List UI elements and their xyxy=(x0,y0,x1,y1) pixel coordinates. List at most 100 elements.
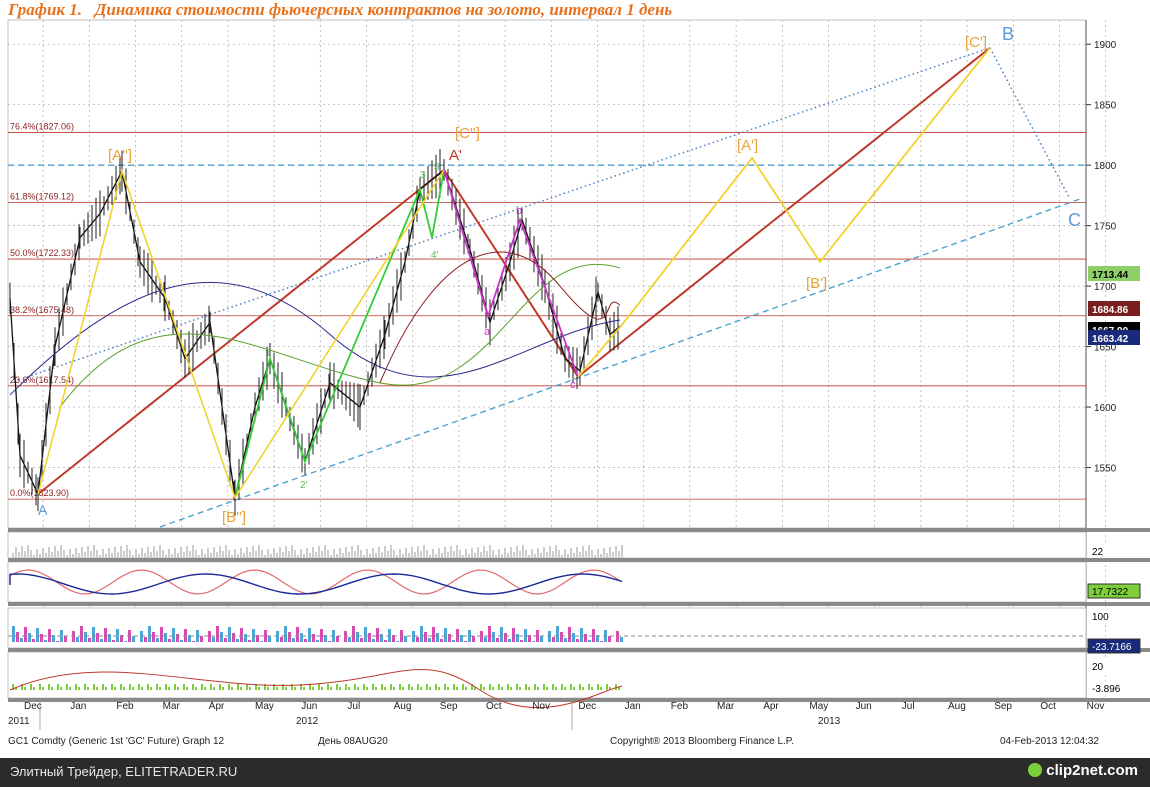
volume-bar xyxy=(525,550,527,558)
volume-bar xyxy=(168,549,170,558)
volume-bar xyxy=(162,550,164,558)
month-tick-label: Aug xyxy=(394,701,412,712)
oscillator3-bar xyxy=(174,684,176,690)
oscillator3-bar xyxy=(456,687,458,690)
oscillator2-bar xyxy=(484,637,487,642)
oscillator3-bar xyxy=(285,687,287,690)
oscillator3-bar xyxy=(24,687,26,690)
channel-lower-dashed xyxy=(159,198,1081,528)
indicator-tag-label: 22 xyxy=(1092,547,1104,558)
volume-bar xyxy=(249,552,251,558)
oscillator3-bar xyxy=(21,684,23,690)
oscillator3-bar xyxy=(402,687,404,690)
oscillator3-bar xyxy=(282,684,284,690)
volume-bar xyxy=(396,555,398,558)
volume-bar xyxy=(606,553,608,558)
oscillator3-bar xyxy=(33,687,35,690)
oscillator2-bar xyxy=(212,637,215,642)
wave-label: B xyxy=(1002,24,1014,44)
oscillator3-bar xyxy=(588,684,590,690)
volume-bar xyxy=(579,552,581,558)
indicator-tag: -23.7166 xyxy=(1087,638,1141,654)
volume-bar xyxy=(366,549,368,558)
volume-bar xyxy=(180,547,182,558)
volume-bar xyxy=(573,553,575,558)
oscillator3-bar xyxy=(249,687,251,690)
volume-bar xyxy=(201,549,203,558)
projection-path xyxy=(577,47,991,378)
oscillator3-bar xyxy=(165,684,167,690)
oscillator3-bar xyxy=(384,687,386,690)
oscillator2-bar xyxy=(304,639,307,642)
oscillator3-bar xyxy=(39,684,41,690)
price-tag-label: 1713.44 xyxy=(1092,270,1129,281)
volume-bar xyxy=(243,553,245,558)
volume-bar xyxy=(588,545,590,558)
oscillator3-bar xyxy=(321,687,323,690)
oscillator2-bar xyxy=(420,626,423,642)
oscillator2-bar xyxy=(396,641,399,642)
volume-bar xyxy=(210,553,212,558)
volume-bar xyxy=(426,550,428,558)
oscillator3-bar xyxy=(168,687,170,690)
oscillator3-bar xyxy=(42,687,44,690)
y-tick-label: 1900 xyxy=(1094,40,1117,51)
oscillator3-bar xyxy=(399,684,401,690)
volume-bar xyxy=(498,549,500,558)
volume-bar xyxy=(477,547,479,558)
volume-bar xyxy=(123,551,125,558)
oscillator2-bar xyxy=(508,639,511,642)
oscillator3-bar xyxy=(213,687,215,690)
oscillator3-bar xyxy=(219,684,221,690)
oscillator2-bar xyxy=(556,626,559,642)
volume-bar xyxy=(531,549,533,558)
price-tag: 1713.44 xyxy=(1088,266,1140,281)
volume-bar xyxy=(504,548,506,558)
volume-bar xyxy=(303,554,305,558)
oscillator2-bar xyxy=(228,627,231,642)
oscillator3-bar xyxy=(105,687,107,690)
oscillator2-bar xyxy=(180,640,183,642)
volume-bar xyxy=(219,546,221,558)
volume-bar xyxy=(318,546,320,558)
oscillator2-bar xyxy=(260,641,263,642)
volume-bar xyxy=(279,547,281,558)
oscillator3-bar xyxy=(183,684,185,690)
oscillator2-bar xyxy=(32,639,35,642)
indicator-tag: -3.896 xyxy=(1088,681,1140,695)
volume-bar xyxy=(84,552,86,558)
volume-bar xyxy=(420,551,422,558)
volume-bar xyxy=(585,551,587,558)
footer-site[interactable]: Элитный Трейдер, ELITETRADER.RU xyxy=(10,764,238,779)
oscillator2-bar xyxy=(568,627,571,642)
y-tick-label: 1850 xyxy=(1094,101,1117,112)
oscillator2-bar xyxy=(12,626,15,642)
oscillator3-bar xyxy=(564,687,566,690)
volume-bar xyxy=(468,554,470,558)
oscillator2-bar xyxy=(232,633,235,642)
oscillator3-bar xyxy=(195,687,197,690)
oscillator2-bar xyxy=(448,634,451,642)
month-tick-label: May xyxy=(809,701,828,712)
volume-bar xyxy=(435,554,437,558)
volume-bar xyxy=(615,546,617,558)
volume-bar xyxy=(351,546,353,558)
oscillator3-bar xyxy=(591,687,593,690)
volume-bar xyxy=(216,552,218,558)
oscillator2-bar xyxy=(52,635,55,642)
channel-dotted xyxy=(9,47,991,384)
oscillator3-bar xyxy=(609,687,611,690)
price-line xyxy=(9,168,623,498)
oscillator2-bar xyxy=(312,634,315,642)
oscillator2-bar xyxy=(324,635,327,642)
oscillator2-bar xyxy=(336,636,339,642)
gold-futures-chart: 76.4%(1827.06) 61.8%(1769.12) 50.0%(1722.3… xyxy=(7,19,1150,730)
oscillator2-bar xyxy=(264,630,267,642)
footer-brand[interactable]: clip2net.com xyxy=(1028,762,1138,779)
volume-bar xyxy=(207,548,209,558)
volume-bar xyxy=(45,553,47,558)
indicator-panels: 22 17.7322 100 -23.7166 20 -3.896 xyxy=(7,528,1150,709)
oscillator2-bar xyxy=(44,640,47,642)
volume-bar xyxy=(444,547,446,558)
oscillator3-bar xyxy=(87,687,89,690)
